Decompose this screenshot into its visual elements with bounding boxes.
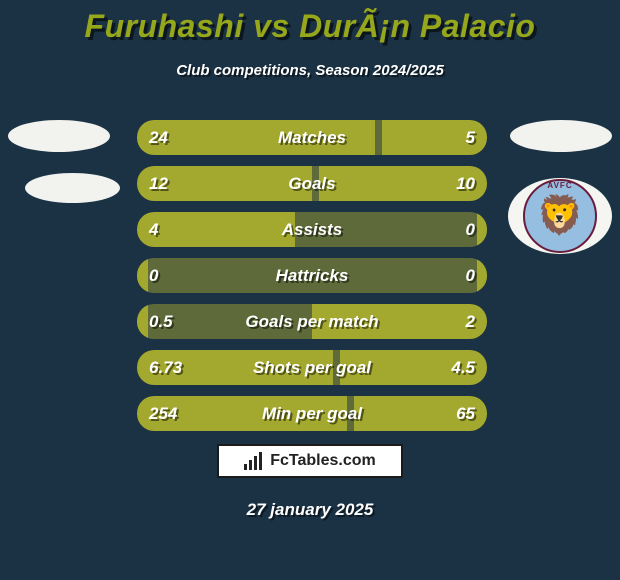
stat-value-right: 5 bbox=[466, 120, 475, 155]
stat-value-left: 4 bbox=[149, 212, 158, 247]
stat-label: Assists bbox=[137, 212, 487, 247]
stat-value-left: 24 bbox=[149, 120, 168, 155]
page-title: Furuhashi vs DurÃ¡n Palacio bbox=[0, 8, 620, 45]
player-right-badge-top bbox=[510, 120, 612, 152]
stat-value-left: 0.5 bbox=[149, 304, 173, 339]
stat-value-left: 254 bbox=[149, 396, 177, 431]
stat-value-right: 2 bbox=[466, 304, 475, 339]
stat-row: Hattricks0 0 bbox=[137, 258, 487, 293]
stat-row: Goals per match0.5 2 bbox=[137, 304, 487, 339]
stat-label: Min per goal bbox=[137, 396, 487, 431]
lion-icon: 🦁 bbox=[536, 197, 583, 235]
stat-value-right: 10 bbox=[456, 166, 475, 201]
comparison-infographic: Furuhashi vs DurÃ¡n Palacio Club competi… bbox=[0, 0, 620, 580]
stat-row: Assists4 0 bbox=[137, 212, 487, 247]
club-crest-inner: AVFC 🦁 bbox=[523, 179, 597, 253]
stat-value-left: 6.73 bbox=[149, 350, 182, 385]
player-left-badge-bottom bbox=[25, 173, 120, 203]
stat-label: Goals bbox=[137, 166, 487, 201]
chart-icon bbox=[244, 452, 264, 470]
stat-label: Hattricks bbox=[137, 258, 487, 293]
stat-value-left: 0 bbox=[149, 258, 158, 293]
subtitle: Club competitions, Season 2024/2025 bbox=[0, 62, 620, 79]
stat-row: Goals12 10 bbox=[137, 166, 487, 201]
stat-value-right: 0 bbox=[466, 212, 475, 247]
stat-label: Matches bbox=[137, 120, 487, 155]
date: 27 january 2025 bbox=[0, 500, 620, 520]
stat-value-right: 0 bbox=[466, 258, 475, 293]
club-crest: AVFC 🦁 bbox=[508, 178, 612, 254]
stat-row: Matches24 5 bbox=[137, 120, 487, 155]
player-left-badge-top bbox=[8, 120, 110, 152]
footer-text: FcTables.com bbox=[270, 452, 376, 470]
stat-row: Min per goal254 65 bbox=[137, 396, 487, 431]
footer-logo: FcTables.com bbox=[217, 444, 403, 478]
stat-value-left: 12 bbox=[149, 166, 168, 201]
stat-rows: Matches245Goals1210Assists40Hattricks00G… bbox=[137, 120, 487, 442]
stat-row: Shots per goal6.73 4.5 bbox=[137, 350, 487, 385]
stat-label: Shots per goal bbox=[137, 350, 487, 385]
stat-value-right: 4.5 bbox=[451, 350, 475, 385]
stat-value-right: 65 bbox=[456, 396, 475, 431]
stat-label: Goals per match bbox=[137, 304, 487, 339]
club-crest-text: AVFC bbox=[547, 181, 572, 190]
